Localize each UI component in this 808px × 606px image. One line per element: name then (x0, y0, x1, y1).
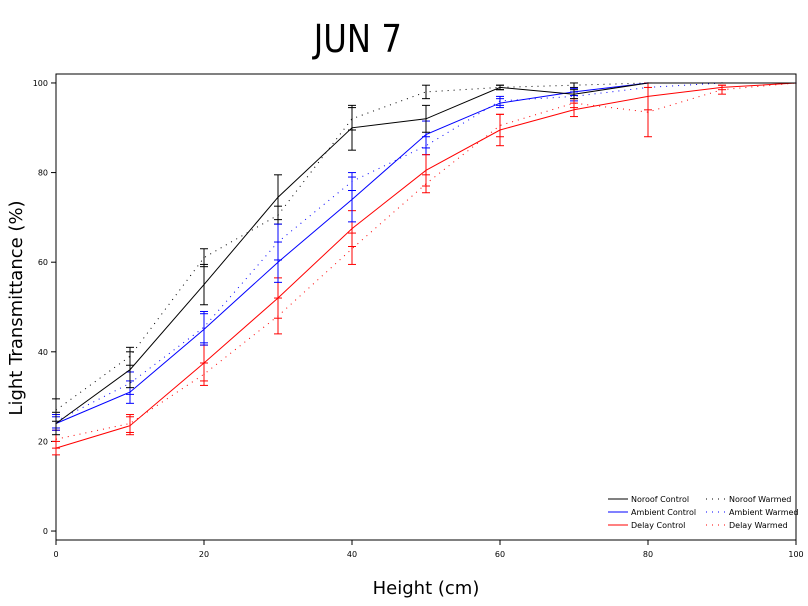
chart-title: JUN 7 (312, 18, 402, 62)
legend-label: Ambient Warmed (729, 508, 798, 517)
series-noroof-control (52, 82, 797, 436)
series-layer (52, 82, 797, 456)
series-noroof-warmed (52, 82, 797, 422)
plot-frame (55, 73, 797, 541)
series-ambient-control (52, 82, 797, 431)
y-tick-label: 20 (38, 437, 48, 446)
series-delay-control (52, 82, 797, 456)
data-point (795, 82, 797, 84)
y-tick-label: 0 (43, 527, 48, 536)
legend-label: Ambient Control (631, 508, 696, 517)
x-tick-label: 0 (53, 550, 58, 559)
y-axis: 0 20 40 60 80 100 (33, 79, 56, 536)
x-axis: 0 20 40 60 80 100 (53, 540, 804, 559)
x-tick-label: 60 (495, 550, 505, 559)
x-tick-label: 20 (199, 550, 209, 559)
y-tick-label: 80 (38, 169, 48, 178)
legend-label: Noroof Control (631, 495, 689, 504)
data-point (647, 82, 649, 84)
legend-label: Delay Control (631, 521, 685, 530)
y-axis-label: Light Transmittance (%) (6, 200, 27, 415)
y-tick-label: 40 (38, 348, 48, 357)
x-tick-label: 40 (347, 550, 357, 559)
y-tick-label: 100 (33, 79, 48, 88)
series-ambient-warmed (52, 82, 797, 429)
series-line (55, 82, 796, 422)
data-point (721, 82, 723, 84)
legend-label: Noroof Warmed (729, 495, 791, 504)
x-tick-label: 80 (643, 550, 653, 559)
x-tick-label: 100 (788, 550, 803, 559)
x-axis-label: Height (cm) (373, 578, 480, 599)
y-tick-label: 60 (38, 258, 48, 267)
legend-label: Delay Warmed (729, 521, 788, 530)
legend: Noroof Control Ambient Control Delay Contr… (608, 495, 798, 530)
